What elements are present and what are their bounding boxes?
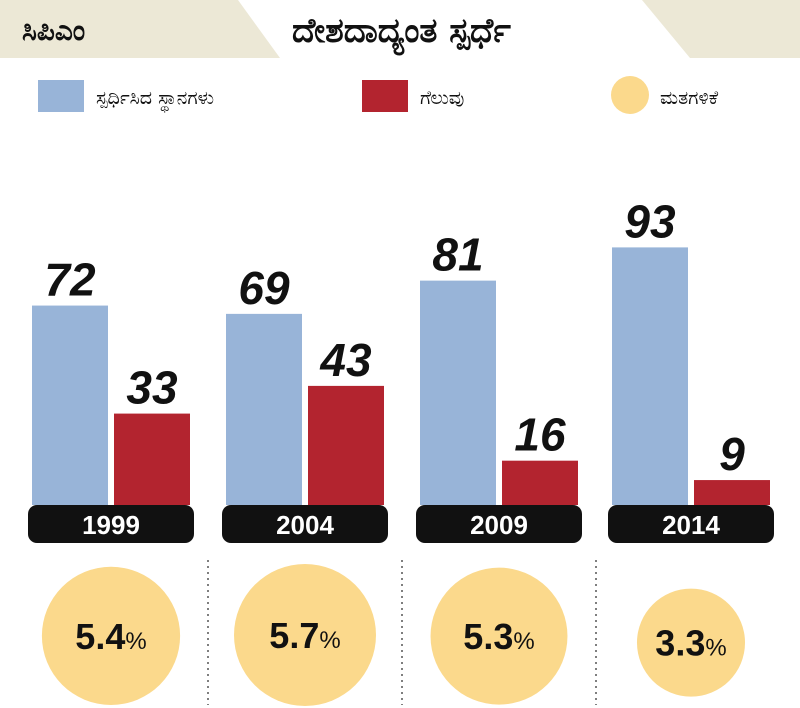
year-label-1999: 1999 [82,510,140,540]
bar-won-1999 [114,413,190,505]
tag-label: ಸಿಪಿಎಂ [22,14,85,47]
year-bar-1999 [28,505,194,543]
legend: ಸ್ಪರ್ಧಿಸಿದ ಸ್ಥಾನಗಳು ಗೆಲುವು ಮತಗಳಿಕೆ [38,76,718,114]
legend-label-vote-share: ಮತಗಳಿಕೆ [660,87,718,109]
year-bar-2004 [222,505,388,543]
legend-label-contested: ಸ್ಪರ್ಧಿಸಿದ ಸ್ಥಾನಗಳು [96,87,214,113]
value-label-won-1999: 33 [126,362,178,414]
year-label-2009: 2009 [470,510,528,540]
year-bar-2009 [416,505,582,543]
year-label-2014: 2014 [662,510,720,540]
legend-label-won: ಗೆಲುವು [420,87,464,109]
value-label-won-2004: 43 [319,334,372,386]
bar-contested-2009 [420,280,496,505]
value-label-contested-2014: 93 [624,195,676,247]
legend-swatch-won [362,80,408,112]
bar-contested-2004 [226,313,302,505]
vote-share-circle-2009 [430,567,568,705]
year-label-2004: 2004 [276,510,334,540]
vote-share-circle-2014 [636,588,746,697]
bar-contested-2014 [612,247,688,505]
bar-won-2014 [694,480,770,505]
bars-layer: 72 33 69 43 81 16 93 9 [32,195,770,505]
header: ಸಿಪಿಎಂ ದೇಶದಾದ್ಯಂತ ಸ್ಪರ್ಧೆ [0,0,800,58]
bar-won-2009 [502,460,578,505]
bar-won-2004 [308,385,384,505]
tag-band [0,0,280,58]
year-labels-layer: 1999 2004 2009 2014 [28,505,774,543]
vote-share-circle-2004 [234,564,376,706]
bar-contested-1999 [32,305,108,505]
vote-share-layer: 5.4% 5.7% 5.3% 3.3% [41,564,746,706]
value-label-won-2009: 16 [514,409,566,461]
dividers-layer [207,560,597,705]
vote-share-circle-1999 [41,566,181,705]
vote-share-label-2009: 5.3% [463,616,534,657]
value-label-contested-2009: 81 [432,229,483,281]
value-label-contested-2004: 69 [238,262,290,314]
value-label-won-2014: 9 [719,428,745,480]
vote-share-label-1999: 5.4% [75,616,146,657]
chart-title: ದೇಶದಾದ್ಯಂತ ಸ್ಪರ್ಧೆ [292,11,511,56]
vote-share-label-2014: 3.3% [655,623,726,664]
legend-swatch-contested [38,80,84,112]
value-label-contested-1999: 72 [44,254,96,306]
year-bar-2014 [608,505,774,543]
title-band-right [642,0,800,58]
legend-swatch-vote-share [611,76,649,114]
